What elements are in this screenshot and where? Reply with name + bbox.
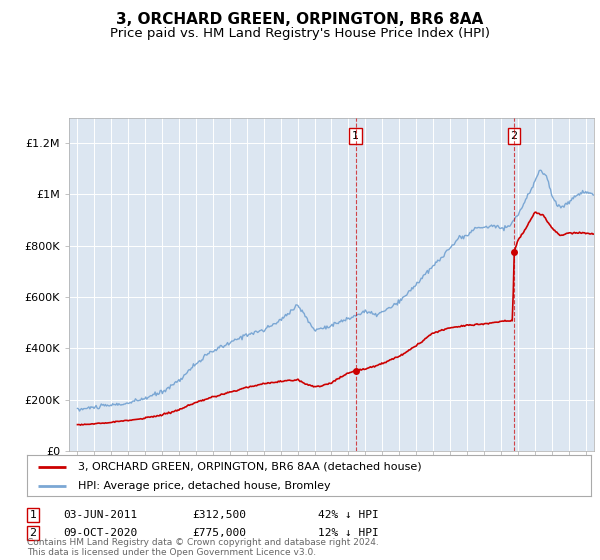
Text: 3, ORCHARD GREEN, ORPINGTON, BR6 8AA: 3, ORCHARD GREEN, ORPINGTON, BR6 8AA [116, 12, 484, 27]
Text: Price paid vs. HM Land Registry's House Price Index (HPI): Price paid vs. HM Land Registry's House … [110, 27, 490, 40]
Text: HPI: Average price, detached house, Bromley: HPI: Average price, detached house, Brom… [78, 480, 331, 491]
Text: 3, ORCHARD GREEN, ORPINGTON, BR6 8AA (detached house): 3, ORCHARD GREEN, ORPINGTON, BR6 8AA (de… [78, 461, 421, 472]
Text: 2: 2 [511, 131, 518, 141]
Text: 42% ↓ HPI: 42% ↓ HPI [318, 510, 379, 520]
Text: 1: 1 [29, 510, 37, 520]
Text: 03-JUN-2011: 03-JUN-2011 [63, 510, 137, 520]
Text: 12% ↓ HPI: 12% ↓ HPI [318, 528, 379, 538]
Text: 1: 1 [352, 131, 359, 141]
Text: 2: 2 [29, 528, 37, 538]
Text: 09-OCT-2020: 09-OCT-2020 [63, 528, 137, 538]
Text: Contains HM Land Registry data © Crown copyright and database right 2024.
This d: Contains HM Land Registry data © Crown c… [27, 538, 379, 557]
Text: £312,500: £312,500 [192, 510, 246, 520]
Text: £775,000: £775,000 [192, 528, 246, 538]
Point [351, 366, 361, 375]
Point [509, 248, 519, 256]
